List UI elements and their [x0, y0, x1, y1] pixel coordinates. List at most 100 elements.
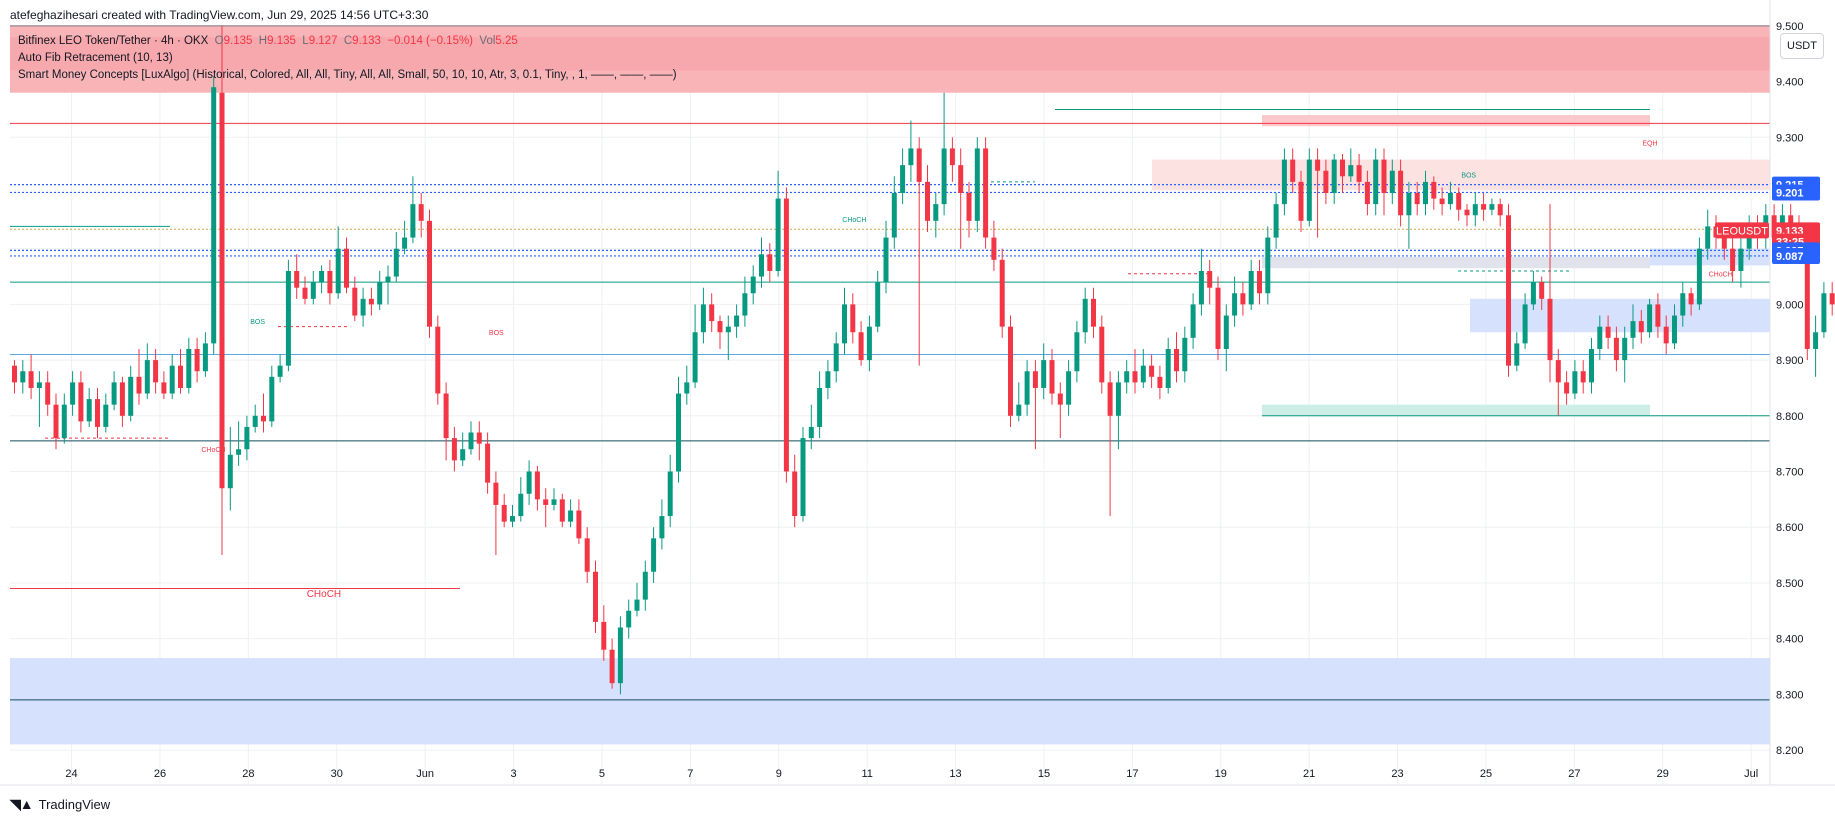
candle-down: [1721, 237, 1727, 249]
time-tick: 26: [154, 768, 166, 780]
candle-down: [1564, 382, 1570, 394]
annotation-eqh: EQH: [1642, 141, 1657, 148]
time-tick: 3: [510, 768, 516, 780]
indicator-smc[interactable]: Smart Money Concepts [LuxAlgo] (Historic…: [18, 69, 677, 81]
time-tick: 7: [687, 768, 693, 780]
symbol-legend[interactable]: Bitfinex LEO Token/Tether · 4h · OKX O9.…: [18, 33, 677, 50]
time-tick: Jun: [416, 768, 434, 780]
candle-up: [1024, 371, 1030, 405]
candle-up: [759, 254, 764, 277]
candle-down: [949, 148, 955, 166]
candle-down: [443, 393, 449, 439]
candle-down: [352, 287, 358, 316]
price-label-box: [1772, 184, 1820, 201]
time-axis[interactable]: 24 26 28 30 Jun 3 5 7 9 11 13 15 17 19 21 23 25 27 29 Jul: [0, 768, 1835, 786]
candle-up: [1530, 282, 1536, 305]
candle-down: [344, 248, 349, 288]
candle-down: [850, 304, 856, 333]
price-tick: 8.400: [1776, 634, 1804, 646]
candle-down: [1356, 165, 1362, 182]
candle-up: [833, 343, 839, 372]
candle-down: [1398, 170, 1404, 216]
candle-down: [1057, 393, 1063, 405]
tradingview-logo[interactable]: ◥▲ TradingView: [10, 796, 110, 813]
candle-down: [1506, 215, 1511, 366]
candle-down: [435, 326, 441, 394]
order-block-bull-1: [1650, 248, 1770, 266]
close-label: C: [343, 35, 353, 47]
candle-up: [642, 571, 648, 600]
candle-up: [526, 471, 532, 494]
candle-down: [78, 382, 84, 422]
candle-up: [1265, 237, 1271, 294]
time-tick: 5: [599, 768, 605, 780]
candle-down: [593, 571, 598, 622]
candle-up: [1190, 304, 1196, 338]
candle-down: [584, 538, 590, 572]
candle-down: [1613, 337, 1619, 361]
candle-up: [551, 499, 557, 505]
candle-down: [161, 382, 167, 394]
order-block-bull-2: [1470, 298, 1770, 333]
candle-down: [1240, 293, 1246, 305]
candle-down: [136, 376, 142, 394]
candle-up: [900, 165, 906, 193]
candle-up: [103, 404, 109, 427]
price-tick: 9.000: [1776, 299, 1804, 311]
candle-up: [1423, 181, 1428, 205]
time-tick: 15: [1038, 768, 1050, 780]
candle-up: [36, 382, 42, 388]
candle-up: [667, 471, 673, 517]
candle-down: [858, 332, 864, 361]
close-value: 9.133: [352, 35, 381, 47]
candle-up: [808, 426, 814, 439]
open-value: 9.135: [223, 35, 253, 47]
currency-button[interactable]: USDT: [1780, 33, 1824, 59]
candle-up: [866, 326, 872, 361]
annotation-choch: CHoCH: [307, 589, 341, 600]
candle-up: [1140, 365, 1146, 383]
candle-up: [1281, 159, 1287, 205]
candle-up: [568, 510, 574, 522]
candle-down: [302, 287, 308, 299]
candle-down: [1730, 248, 1736, 271]
low-label: L: [302, 35, 309, 47]
candle-up: [617, 627, 623, 684]
candle-up: [319, 270, 325, 283]
candle-down: [261, 415, 266, 422]
price-chart[interactable]: PremiumEquilibriumDiscountCHoCHBOSCHoCHB…: [0, 0, 1835, 790]
candle-up: [676, 393, 681, 472]
time-tick: 13: [949, 768, 961, 780]
candle-up: [335, 248, 341, 294]
candle-down: [767, 254, 773, 271]
change-value: −0.014 (−0.15%): [387, 35, 474, 47]
time-tick: 19: [1215, 768, 1227, 780]
candle-up: [684, 382, 690, 394]
candle-down: [53, 404, 59, 439]
smc-zones: [10, 25, 1770, 745]
premium-zone: [1262, 115, 1650, 127]
candle-up: [1589, 348, 1594, 383]
candle-up: [61, 404, 67, 439]
candle-down: [1663, 326, 1669, 344]
price-label-text: 9.201: [1776, 187, 1804, 199]
candle-up: [842, 304, 847, 344]
candle-up: [186, 348, 192, 388]
candle-down: [1132, 371, 1138, 383]
candle-down: [451, 438, 457, 461]
candle-up: [1182, 337, 1188, 372]
candle-down: [1688, 293, 1694, 305]
candle-up: [1597, 326, 1603, 349]
candle-down: [1381, 159, 1387, 193]
indicator-fib[interactable]: Auto Fib Retracement (10, 13): [18, 52, 173, 64]
candle-up: [1389, 170, 1395, 193]
candle-down: [1215, 287, 1221, 349]
candle-down: [1032, 371, 1038, 388]
candle-down: [1555, 360, 1561, 383]
volume-value: 5.25: [495, 35, 518, 47]
candle-up: [1124, 371, 1130, 383]
low-value: 9.127: [308, 35, 338, 47]
demand-zone: [10, 658, 1770, 745]
candle-up: [1696, 248, 1702, 305]
candle-down: [1481, 204, 1487, 210]
